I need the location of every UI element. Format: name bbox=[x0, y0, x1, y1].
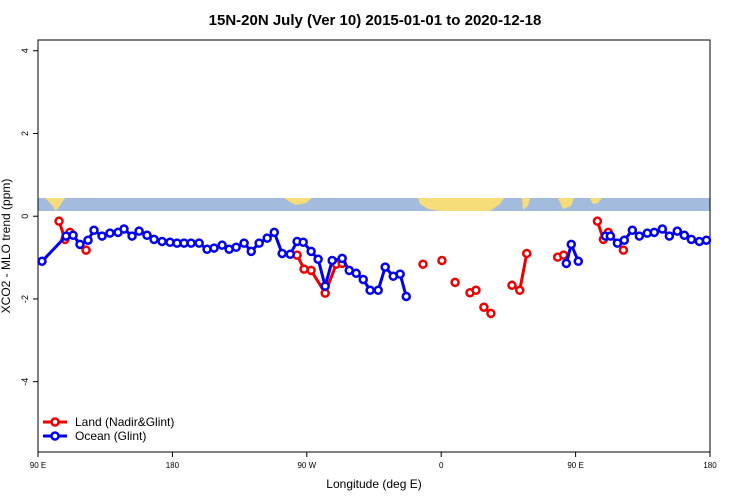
data-point bbox=[566, 239, 577, 250]
data-point bbox=[380, 262, 390, 272]
data-point bbox=[54, 216, 64, 226]
data-point bbox=[68, 230, 78, 240]
data-point bbox=[351, 268, 361, 279]
data-point bbox=[437, 255, 447, 266]
data-point bbox=[672, 226, 683, 236]
data-point bbox=[127, 231, 137, 241]
data-point bbox=[373, 285, 383, 296]
data-point bbox=[149, 234, 159, 245]
data-point bbox=[306, 265, 316, 276]
data-point bbox=[619, 235, 630, 245]
data-point bbox=[592, 216, 603, 226]
data-point bbox=[254, 238, 264, 248]
data-point bbox=[81, 245, 91, 255]
legend-marker bbox=[50, 417, 60, 427]
chart-title: 15N-20N July (Ver 10) 2015-01-01 to 2020… bbox=[209, 12, 542, 29]
ocean-strip bbox=[38, 198, 710, 211]
data-point bbox=[285, 249, 295, 260]
data-point bbox=[142, 230, 152, 240]
legend-label: Ocean (Glint) bbox=[75, 429, 146, 443]
data-point bbox=[358, 274, 368, 285]
data-point bbox=[277, 248, 287, 259]
x-tick-label: 90 E bbox=[30, 461, 46, 470]
legend-marker bbox=[50, 431, 60, 441]
y-tick-label: 2 bbox=[20, 131, 30, 136]
data-point bbox=[97, 231, 107, 241]
data-point bbox=[337, 253, 347, 264]
x-tick-label: 180 bbox=[703, 461, 717, 470]
y-tick-label: -2 bbox=[20, 295, 30, 303]
data-point bbox=[327, 255, 337, 266]
legend-label: Land (Nadir&Glint) bbox=[75, 415, 174, 429]
land-patch bbox=[45, 198, 65, 211]
y-axis-label: XCO2 - MLO trend (ppm) bbox=[0, 179, 13, 314]
data-point bbox=[686, 234, 697, 245]
data-point bbox=[657, 224, 668, 234]
data-point bbox=[105, 228, 115, 238]
y-tick-label: 0 bbox=[20, 214, 30, 219]
x-tick-label: 180 bbox=[166, 461, 180, 470]
data-point bbox=[194, 238, 204, 248]
series-line bbox=[40, 227, 408, 297]
data-point bbox=[186, 238, 196, 248]
data-point bbox=[418, 259, 428, 269]
data-point bbox=[306, 246, 316, 257]
x-axis-label: Longitude (deg E) bbox=[326, 477, 421, 491]
y-tick-label: -4 bbox=[20, 378, 30, 386]
x-tick-label: 0 bbox=[439, 461, 444, 470]
data-point bbox=[573, 256, 584, 267]
y-tick-label: 4 bbox=[20, 48, 30, 53]
map-strip bbox=[38, 198, 710, 211]
x-tick-label: 90 E bbox=[567, 461, 583, 470]
data-point bbox=[514, 285, 525, 296]
data-point bbox=[298, 237, 308, 248]
data-point bbox=[134, 226, 144, 236]
land-patch bbox=[284, 198, 312, 205]
land-patch bbox=[418, 198, 504, 211]
data-point bbox=[269, 227, 279, 238]
data-point bbox=[365, 285, 375, 296]
data-point bbox=[522, 248, 532, 259]
data-point bbox=[75, 239, 85, 250]
data-point bbox=[701, 235, 712, 245]
data-point bbox=[561, 258, 572, 269]
data-point bbox=[679, 230, 690, 240]
data-point bbox=[262, 233, 272, 243]
data-point bbox=[313, 254, 323, 264]
data-point bbox=[231, 242, 241, 252]
data-point bbox=[89, 225, 99, 236]
data-point bbox=[605, 231, 616, 241]
data-point bbox=[83, 235, 93, 245]
data-point bbox=[217, 240, 227, 250]
data-point bbox=[634, 231, 645, 241]
data-point bbox=[664, 231, 675, 241]
data-point bbox=[37, 256, 47, 267]
land-patch bbox=[590, 198, 602, 204]
data-point bbox=[558, 250, 569, 260]
land-patch bbox=[558, 198, 574, 209]
data-point bbox=[246, 246, 256, 257]
data-point bbox=[627, 225, 638, 236]
data-point bbox=[119, 224, 129, 234]
data-point bbox=[486, 308, 496, 319]
data-point bbox=[471, 285, 481, 296]
data-point bbox=[239, 238, 249, 248]
data-point bbox=[450, 277, 460, 288]
land-patch bbox=[522, 198, 530, 210]
data-point bbox=[401, 291, 412, 302]
data-point bbox=[507, 280, 517, 291]
x-tick-label: 90 W bbox=[297, 461, 316, 470]
data-point bbox=[320, 281, 330, 291]
data-point bbox=[618, 245, 629, 255]
data-point bbox=[649, 227, 660, 238]
data-point bbox=[395, 269, 405, 279]
data-point bbox=[209, 243, 219, 253]
data-point bbox=[479, 302, 489, 312]
data-point bbox=[157, 236, 167, 247]
plot-frame bbox=[37, 39, 711, 453]
